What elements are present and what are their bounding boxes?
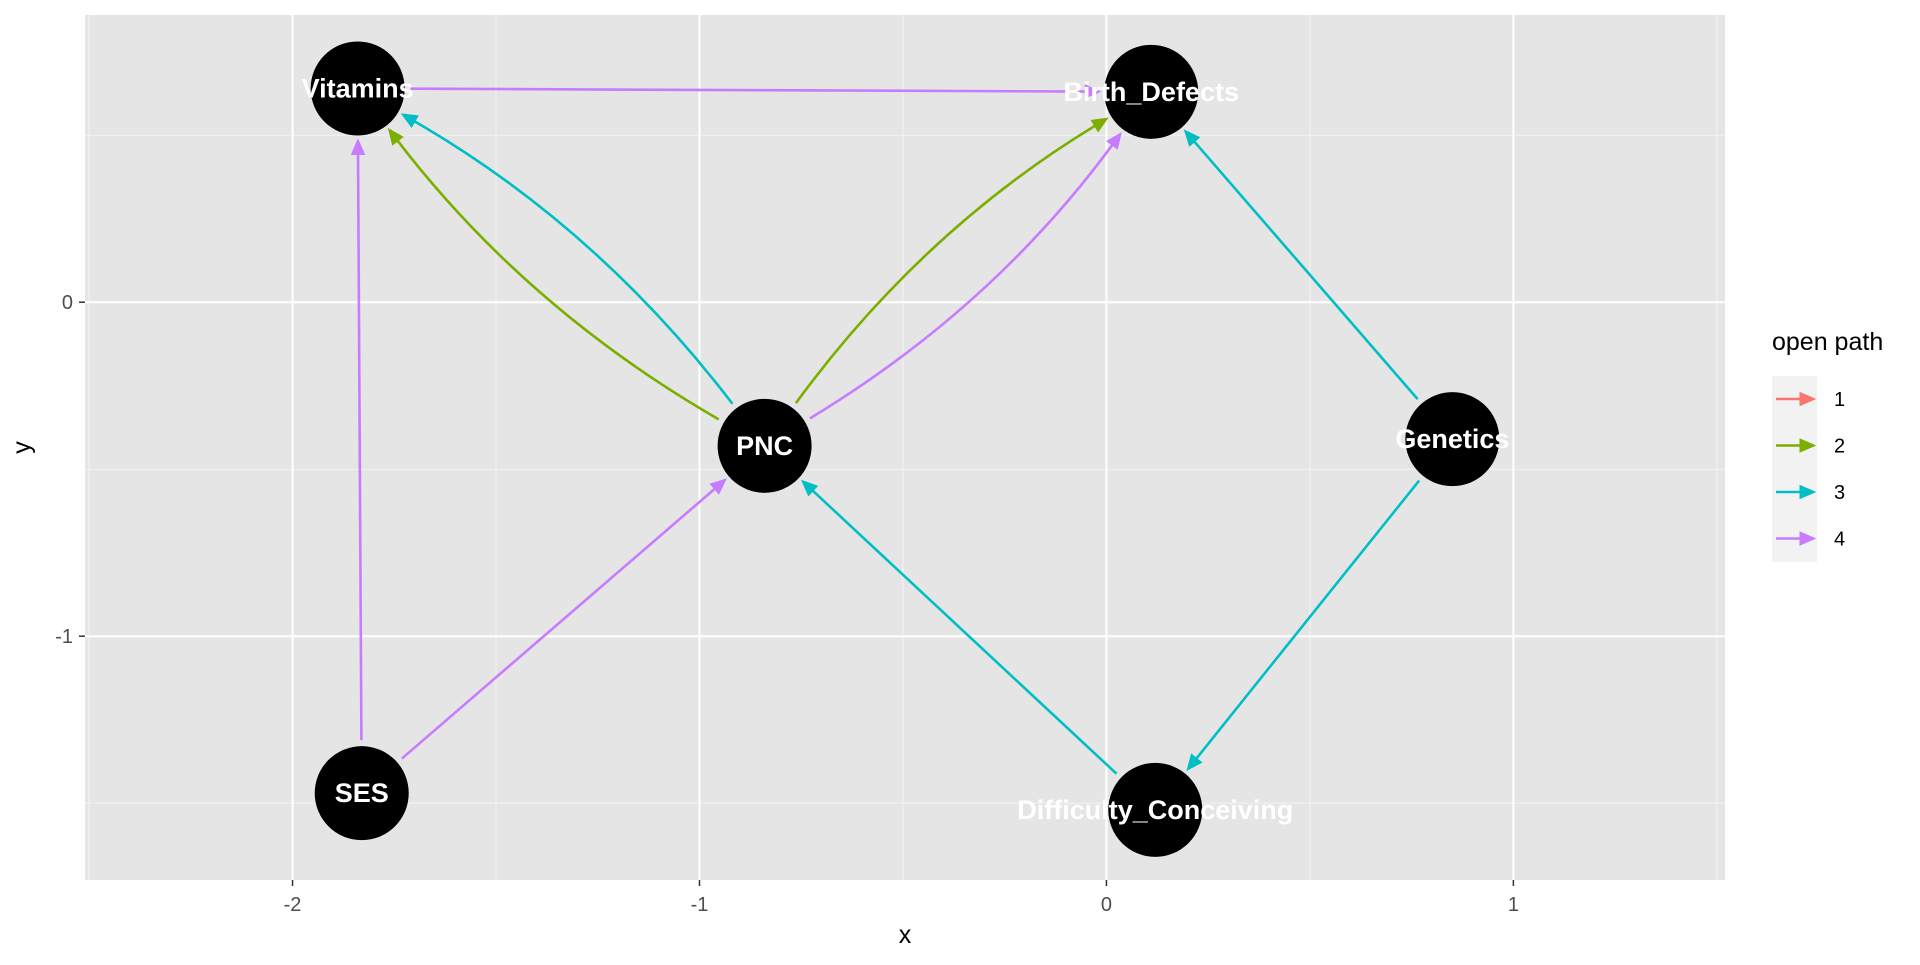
legend: open path 1 2 3 4: [1772, 328, 1883, 562]
legend-title: open path: [1772, 328, 1883, 356]
edge-Difficulty_Conceiving-to-PNC: [800, 479, 1118, 775]
edge-PNC-to-Vitamins: [387, 127, 720, 421]
nodes: Vitamins Birth_Defects PNC Genetics SES Diffi…: [302, 41, 1509, 857]
legend-label: 3: [1834, 482, 1845, 504]
edge-line: [794, 123, 1098, 404]
x-axis-title: x: [899, 921, 912, 949]
node-label: Difficulty_Conceiving: [1017, 795, 1293, 825]
edge-arrowhead: [1106, 131, 1122, 150]
node-SES: SES: [314, 746, 409, 841]
legend-label: 2: [1834, 436, 1845, 458]
node-circle: [1108, 762, 1203, 857]
edge-arrowhead: [350, 138, 366, 156]
edge-line: [810, 488, 1118, 775]
edge-line: [401, 486, 717, 760]
edge-line: [395, 138, 720, 421]
edge-arrowhead: [1084, 84, 1102, 99]
node-Vitamins: Vitamins: [302, 41, 414, 136]
edges: [350, 84, 1421, 775]
edge-arrowhead: [387, 127, 404, 146]
node-circle: [1405, 392, 1500, 487]
edge-arrowhead: [800, 479, 819, 497]
edge-line: [809, 142, 1115, 420]
edge-PNC-to-Vitamins: [400, 113, 734, 405]
legend-label: 4: [1834, 529, 1845, 551]
node-label: Genetics: [1395, 424, 1509, 454]
node-label: Birth_Defects: [1063, 77, 1239, 107]
node-label: Vitamins: [302, 73, 414, 103]
edge-SES-to-PNC: [401, 478, 727, 760]
edge-line: [1192, 139, 1419, 400]
node-circle: [1104, 44, 1199, 139]
legend-key-background: [1772, 376, 1817, 562]
edge-Vitamins-to-Birth_Defects: [410, 84, 1102, 99]
node-Genetics: Genetics: [1395, 392, 1509, 487]
edge-arrowhead: [1090, 117, 1109, 133]
edge-line: [1194, 479, 1421, 761]
edge-SES-to-Vitamins: [350, 138, 366, 741]
edge-PNC-to-Birth_Defects: [809, 131, 1122, 420]
node-PNC: PNC: [717, 398, 812, 493]
edge-arrowhead: [1186, 753, 1203, 772]
legend-key-arrowhead: [1799, 531, 1817, 546]
legend-label: 1: [1834, 389, 1845, 411]
edge-line: [356, 152, 363, 741]
x-tick-label: -1: [691, 894, 709, 916]
x-tick-label: 1: [1508, 894, 1519, 916]
node-Difficulty_Conceiving: Difficulty_Conceiving: [1017, 762, 1293, 857]
edge-Genetics-to-Difficulty_Conceiving: [1186, 479, 1421, 772]
axes: -2 -1 0 1 0 -1 x y: [8, 292, 1519, 949]
node-label: PNC: [736, 431, 793, 461]
node-circle: [310, 41, 405, 136]
legend-key-arrowhead: [1799, 391, 1817, 407]
edge-arrowhead: [1183, 129, 1201, 147]
y-tick-label: -1: [55, 626, 73, 648]
edge-PNC-to-Birth_Defects: [794, 117, 1109, 404]
legend-key-arrowhead: [1799, 438, 1817, 453]
node-label: SES: [335, 778, 389, 808]
node-circle: [717, 398, 812, 493]
y-tick-label: 0: [62, 292, 73, 314]
edge-arrowhead: [709, 478, 727, 495]
x-tick-label: 0: [1101, 894, 1112, 916]
node-Birth_Defects: Birth_Defects: [1063, 44, 1239, 139]
edge-Genetics-to-Birth_Defects: [1183, 129, 1419, 400]
legend-entry-1: 1: [1776, 389, 1845, 411]
edge-line: [410, 87, 1088, 93]
legend-entry-2: 2: [1776, 436, 1845, 458]
legend-key-arrowhead: [1799, 484, 1817, 500]
legend-entry-4: 4: [1776, 529, 1845, 551]
y-axis-title: y: [8, 441, 36, 454]
x-tick-label: -2: [284, 894, 302, 916]
node-circle: [314, 746, 409, 841]
edge-arrowhead: [400, 113, 419, 128]
edge-line: [412, 119, 734, 405]
legend-entry-3: 3: [1776, 482, 1845, 504]
